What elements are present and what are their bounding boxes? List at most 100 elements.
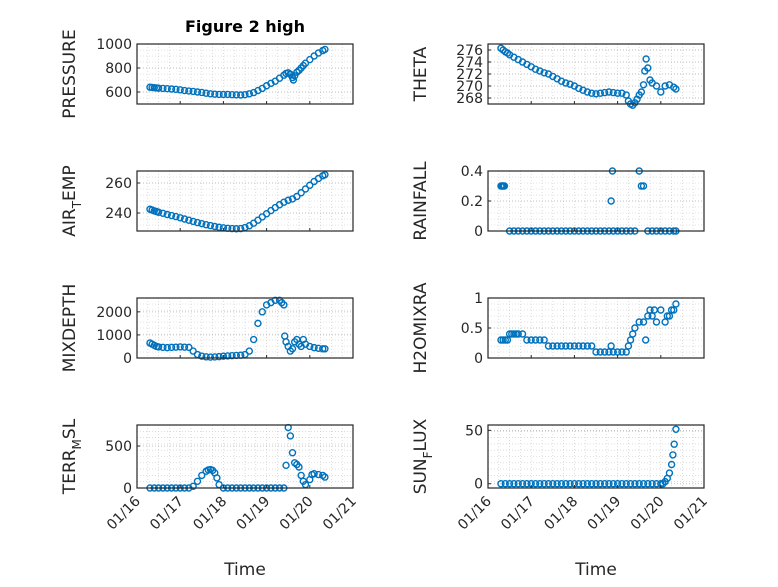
data-point xyxy=(232,225,241,233)
data-point xyxy=(557,77,566,85)
data-point xyxy=(540,336,548,344)
data-point xyxy=(245,90,254,98)
data-point xyxy=(609,88,617,97)
data-point xyxy=(518,480,527,488)
data-point xyxy=(518,330,527,338)
data-point xyxy=(540,480,548,488)
data-point xyxy=(600,348,609,356)
data-point xyxy=(531,480,540,488)
data-point xyxy=(176,86,184,94)
data-point xyxy=(154,208,163,216)
x-tick-label: 01/19 xyxy=(234,494,274,534)
data-point xyxy=(592,480,600,488)
data-point xyxy=(549,342,557,350)
data-point xyxy=(211,222,219,231)
data-point xyxy=(527,336,535,344)
data-point xyxy=(596,89,605,97)
data-point xyxy=(596,348,605,356)
data-point xyxy=(557,342,566,350)
x-axis-label: Time xyxy=(574,560,617,580)
data-point xyxy=(301,59,310,67)
axes-box xyxy=(136,297,354,359)
data-point xyxy=(228,351,236,360)
subplot-rainfall: 0 0.2 0.4 RAINFALL xyxy=(411,161,705,241)
data-point xyxy=(596,480,605,488)
data-point xyxy=(295,463,303,471)
y-tick-label: 1000 xyxy=(96,37,132,53)
y-axis-label: PRESSURE xyxy=(60,29,80,118)
data-point xyxy=(159,209,167,218)
data-point xyxy=(523,336,531,344)
data-point xyxy=(669,451,677,459)
data-point xyxy=(583,480,592,488)
data-point xyxy=(505,480,514,488)
data-point xyxy=(293,192,301,201)
data-point xyxy=(635,480,643,488)
data-point xyxy=(249,335,258,344)
y-tick-label: 268 xyxy=(456,91,483,107)
y-tick-label: 2000 xyxy=(96,305,132,321)
data-point xyxy=(587,89,596,97)
data-point xyxy=(637,88,646,96)
data-point xyxy=(215,352,223,361)
data-point xyxy=(163,210,171,219)
axes-box xyxy=(136,424,354,489)
data-point xyxy=(280,198,288,206)
x-tick-label: 01/21 xyxy=(320,494,360,534)
y-tick-label: 276 xyxy=(456,43,483,59)
subplot-h2omixra: 0 0.5 1 H2OMIXRA xyxy=(411,282,705,374)
data-point xyxy=(575,84,583,93)
data-point xyxy=(553,342,561,350)
y-tick-label: 500 xyxy=(105,439,132,455)
data-point xyxy=(652,318,661,326)
subplot-pressure: 600 800 1000 PRESSURE Figure 2 high xyxy=(60,17,354,119)
data-point xyxy=(321,45,329,54)
data-point xyxy=(607,197,615,205)
data-point xyxy=(180,343,189,351)
grid xyxy=(488,171,704,231)
subplot-mixdepth: 0 1000 2000 MIXDEPTH xyxy=(60,284,354,372)
data-point xyxy=(306,55,314,64)
data-point xyxy=(254,319,262,328)
data-point xyxy=(592,90,600,98)
data-point xyxy=(271,296,279,305)
data-point xyxy=(215,90,223,99)
data-point xyxy=(562,79,570,87)
y-axis-label: H2OMIXRA xyxy=(411,282,431,373)
series-markers xyxy=(497,425,680,488)
data-point xyxy=(609,348,617,356)
data-point xyxy=(605,480,613,488)
data-point xyxy=(180,86,189,95)
data-point xyxy=(514,330,522,338)
data-point xyxy=(159,343,167,352)
data-point xyxy=(154,84,163,92)
data-point xyxy=(219,352,228,360)
data-point xyxy=(198,219,206,228)
axes-box xyxy=(136,43,354,105)
y-tick-label: 0 xyxy=(474,351,483,367)
data-point xyxy=(562,342,570,350)
data-point xyxy=(667,460,676,469)
data-point xyxy=(219,90,228,99)
y-tick-label: 272 xyxy=(456,67,483,83)
x-tick-label: 01/18 xyxy=(190,494,230,534)
x-tick-label: 01/18 xyxy=(541,494,581,534)
y-tick-label: 240 xyxy=(105,206,132,222)
x-tick-label: 01/20 xyxy=(277,494,317,534)
data-point xyxy=(211,353,219,361)
y-tick-label: 800 xyxy=(105,61,132,77)
data-point xyxy=(600,88,609,97)
data-point xyxy=(587,342,596,350)
data-point xyxy=(644,480,652,488)
data-point xyxy=(557,480,566,488)
data-point xyxy=(600,480,609,488)
y-tick-label: 0.2 xyxy=(461,194,483,210)
y-axis-label: THETA xyxy=(411,46,431,102)
data-point xyxy=(579,86,587,94)
data-point xyxy=(245,347,254,355)
data-point xyxy=(211,90,219,98)
data-point xyxy=(536,480,544,488)
data-point xyxy=(497,480,505,488)
